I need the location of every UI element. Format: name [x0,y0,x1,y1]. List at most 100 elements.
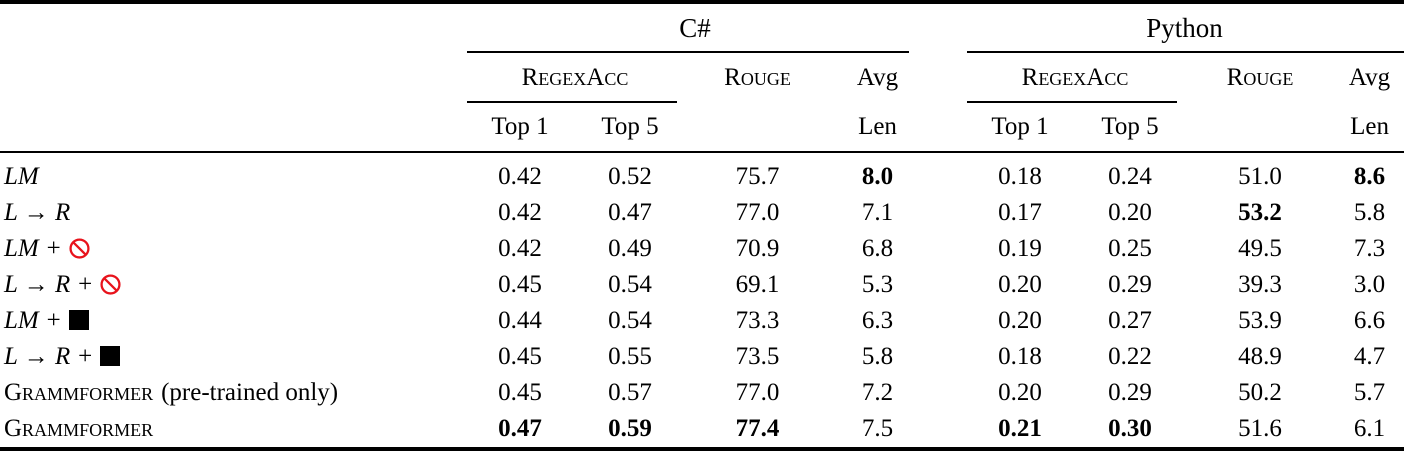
data-cell: 0.42 [498,199,542,226]
data-cell: 6.8 [861,235,894,262]
data-cell: 0.18 [998,343,1042,370]
table-row-grammformer: Grammformer 0.47 0.59 77.4 7.5 0.21 0.30… [0,411,1404,449]
data-cell: 0.20 [1108,199,1152,226]
data-cell: 77.4 [735,415,780,442]
data-cell: 0.52 [608,163,652,190]
row-label: LM + [0,231,465,267]
data-cell: 70.9 [735,235,780,262]
regexacc-header-csharp: RegexAcc [465,53,685,103]
data-cell: 48.9 [1238,343,1282,370]
data-cell: 50.2 [1238,379,1282,406]
black-square-icon [68,310,89,330]
table-row-lm: LM 0.42 0.52 75.7 8.0 0.18 0.24 51.0 8.6 [0,152,1404,195]
data-cell: 0.54 [608,307,652,334]
data-cell: 0.25 [1108,235,1152,262]
gap-cell [925,152,965,195]
data-cell: 0.30 [1108,415,1152,442]
top1-header-csharp: Top 1 [465,103,575,153]
blank-cell [1185,103,1336,153]
data-cell: 0.20 [998,271,1042,298]
len-header-csharp: Len [830,103,926,153]
python-group-rule [967,51,1404,53]
data-cell: 0.45 [498,271,542,298]
data-cell: 5.7 [1353,379,1386,406]
data-cell: 0.42 [498,163,542,190]
data-cell: 69.1 [735,271,780,298]
data-cell: 0.17 [998,199,1042,226]
row-label-suffix: (pre-trained only) [161,379,339,406]
row-label: L → R + [0,267,465,303]
gap-cell [925,303,965,339]
group-header-python: Python [965,2,1404,53]
data-cell: 0.49 [608,235,652,262]
gap-cell [925,339,965,375]
data-cell: 0.57 [608,379,652,406]
data-cell: 0.20 [998,379,1042,406]
top5-header-csharp: Top 5 [575,103,685,153]
group-label-python: Python [1146,13,1223,43]
data-cell: 6.1 [1353,415,1386,442]
data-cell: 75.7 [735,163,780,190]
regexacc-rule-python [967,101,1178,103]
data-cell: 0.55 [608,343,652,370]
row-label: LM [4,163,39,190]
table-row-grammformer-pretrained: Grammformer (pre-trained only) 0.45 0.57 … [0,375,1404,411]
data-cell: 77.0 [735,379,780,406]
row-label: Grammformer [4,415,154,442]
table-row-lm-square: LM + 0.44 0.54 73.3 6.3 0.20 0.27 53.9 6… [0,303,1404,339]
group-gap [925,2,965,53]
csharp-group-rule [467,51,910,53]
group-label-csharp: C# [679,13,711,43]
len-header-python: Len [1335,103,1404,153]
data-cell: 0.54 [608,271,652,298]
data-cell: 73.3 [735,307,780,334]
no-entry-icon [69,238,90,259]
data-cell: 5.8 [861,343,894,370]
data-cell: 5.8 [1353,199,1386,226]
regexacc-rule-csharp [467,101,677,103]
row-label: L → R [4,199,71,226]
blank-cell [925,53,965,103]
regexacc-label: RegexAcc [1021,64,1129,91]
data-cell: 7.1 [861,199,894,226]
table-row-lm-noentry: LM + 0.42 0.49 70.9 6.8 0.19 0.25 49.5 7… [0,231,1404,267]
data-cell: 0.18 [998,163,1042,190]
regexacc-header-python: RegexAcc [965,53,1185,103]
data-cell: 73.5 [735,343,780,370]
group-header-row: C# Python [0,2,1404,53]
data-cell: 5.3 [861,271,894,298]
data-cell: 8.0 [861,163,894,190]
metric-header-row: RegexAcc Rouge Avg RegexAcc Rouge Avg [0,53,1404,103]
data-cell: 0.59 [608,415,652,442]
table-row-l2r: L → R 0.42 0.47 77.0 7.1 0.17 0.20 53.2 … [0,195,1404,231]
data-cell: 0.45 [498,343,542,370]
blank-cell [0,103,465,153]
subheader-row: Top 1 Top 5 Len Top 1 Top 5 Len [0,103,1404,153]
data-cell: 39.3 [1238,271,1282,298]
blank-cell [925,103,966,153]
data-cell: 0.29 [1108,271,1152,298]
avg-header-python: Avg [1348,64,1391,91]
data-cell: 0.29 [1108,379,1152,406]
avg-header-csharp: Avg [856,64,899,91]
data-cell: 53.9 [1238,307,1282,334]
data-cell: 3.0 [1353,271,1386,298]
data-cell: 0.19 [998,235,1042,262]
data-cell: 53.2 [1238,199,1282,226]
table-row-l2r-square: L → R + 0.45 0.55 73.5 5.8 0.18 0.22 48.… [0,339,1404,375]
data-cell: 7.3 [1353,235,1386,262]
top5-header-python: Top 5 [1075,103,1186,153]
blank-cell [0,53,465,103]
data-cell: 51.6 [1238,415,1282,442]
data-cell: 6.6 [1353,307,1386,334]
data-cell: 0.20 [998,307,1042,334]
table-row-l2r-noentry: L → R + 0.45 0.54 69.1 5.3 0.20 0.29 39.… [0,267,1404,303]
top1-header-python: Top 1 [965,103,1076,153]
data-cell: 51.0 [1238,163,1282,190]
data-cell: 0.21 [998,415,1042,442]
no-entry-icon [100,274,121,295]
row-label: Grammformer (pre-trained only) [4,379,339,406]
data-cell: 0.44 [498,307,542,334]
